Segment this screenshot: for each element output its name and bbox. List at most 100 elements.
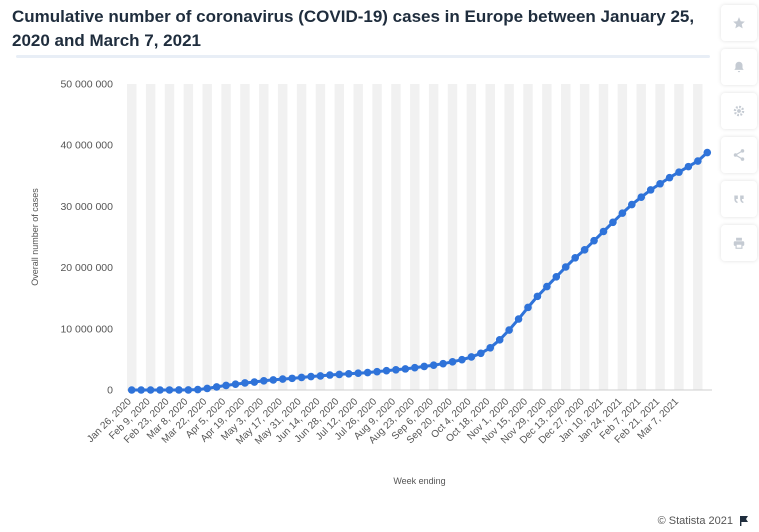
data-point[interactable] [486,343,495,352]
data-point[interactable] [599,227,608,236]
data-point[interactable] [241,379,249,387]
data-point[interactable] [222,381,230,390]
data-point[interactable] [684,162,693,171]
gear-icon [733,105,745,117]
print-button[interactable] [721,225,757,261]
grid-band [561,84,571,390]
data-point[interactable] [297,373,306,382]
grid-band [164,84,175,390]
grid-band [277,84,288,390]
data-point[interactable] [382,366,391,375]
data-point[interactable] [429,361,438,370]
data-point[interactable] [278,375,287,383]
data-point[interactable] [146,386,155,394]
data-point[interactable] [363,368,372,377]
y-tick-label: 10 000 000 [60,323,113,335]
data-point[interactable] [637,193,646,202]
data-point[interactable] [193,385,202,394]
grid-band [259,84,269,390]
data-point[interactable] [316,372,325,380]
grid-band [636,84,646,390]
star-button[interactable] [721,5,757,41]
data-point[interactable] [401,365,410,373]
data-point[interactable] [505,326,513,334]
data-point[interactable] [477,349,485,358]
data-point[interactable] [524,303,532,312]
data-point[interactable] [392,366,400,374]
data-point[interactable] [561,263,570,271]
data-point[interactable] [656,179,664,188]
data-point[interactable] [609,218,617,227]
data-point[interactable] [420,362,429,371]
grid-band [579,84,590,390]
data-point[interactable] [590,236,598,245]
footer: © Statista 2021 [658,515,749,527]
series-points [127,148,712,394]
grid-band [391,84,401,390]
data-point[interactable] [344,369,353,378]
data-point[interactable] [533,292,542,301]
grid-band [504,84,514,390]
data-point[interactable] [260,377,268,385]
data-point[interactable] [165,386,174,394]
x-axis-label: Week ending [393,476,445,486]
data-point[interactable] [137,386,145,394]
notification-button[interactable] [721,49,757,85]
data-point[interactable] [495,336,504,344]
data-point[interactable] [439,359,447,368]
data-point[interactable] [203,384,212,393]
data-point[interactable] [627,200,636,209]
data-point[interactable] [326,371,334,379]
grid-band [485,84,495,390]
data-point[interactable] [127,386,136,394]
quote-icon [734,195,744,204]
settings-button[interactable] [721,93,757,129]
print-icon [733,237,745,249]
data-point[interactable] [467,353,476,361]
y-tick-label: 50 000 000 [60,79,113,91]
data-point[interactable] [269,376,278,384]
grid-band [655,84,665,390]
data-point[interactable] [184,386,193,394]
grid-band [240,84,250,390]
data-point[interactable] [703,148,712,157]
data-point[interactable] [552,272,561,281]
grid-band [523,84,533,390]
data-point[interactable] [448,358,457,366]
data-point[interactable] [212,383,221,391]
grid-band [353,84,363,390]
grid-band [334,84,345,390]
grid-band [428,84,439,390]
share-icon [733,149,745,161]
data-point[interactable] [580,246,589,254]
grid-band [296,84,307,390]
data-point[interactable] [458,355,466,364]
data-point[interactable] [156,386,164,394]
grid-band [127,84,137,390]
data-point[interactable] [354,369,362,377]
data-point[interactable] [694,157,702,165]
data-point[interactable] [175,386,183,394]
data-point[interactable] [646,186,655,194]
data-point[interactable] [665,173,674,182]
data-point[interactable] [571,254,579,262]
data-point[interactable] [514,315,523,323]
data-point[interactable] [307,372,315,381]
data-point[interactable] [543,282,551,291]
flag-icon[interactable] [739,516,749,526]
share-button[interactable] [721,137,757,173]
grid-band [542,84,552,390]
cite-button[interactable] [721,181,757,217]
data-point[interactable] [675,168,683,176]
data-point[interactable] [373,367,381,376]
data-point[interactable] [288,374,296,383]
data-point[interactable] [618,209,627,217]
data-point[interactable] [250,378,259,386]
y-tick-label: 0 [107,385,113,397]
data-point[interactable] [231,380,240,388]
grid-band [466,84,477,390]
data-point[interactable] [335,370,344,379]
grid-band [447,84,458,390]
data-point[interactable] [410,363,419,372]
